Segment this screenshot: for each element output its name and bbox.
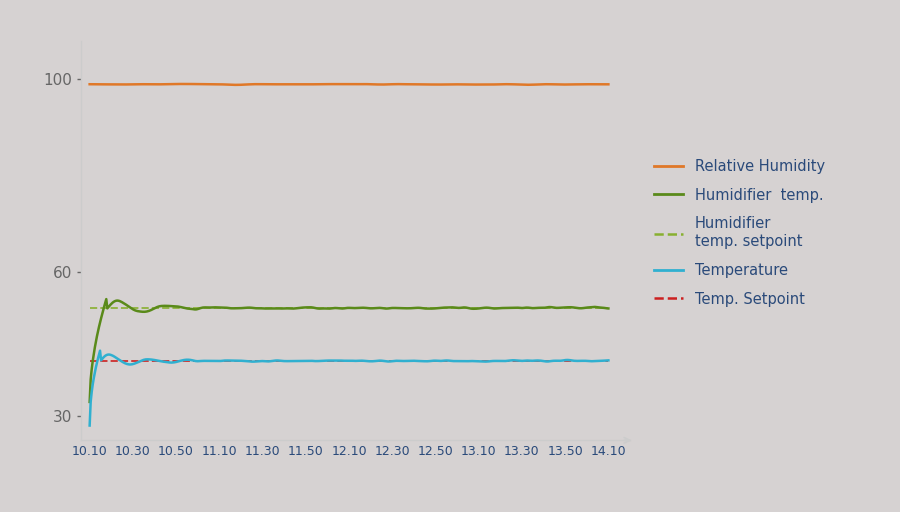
Legend: Relative Humidity, Humidifier  temp., Humidifier
temp. setpoint, Temperature, Te: Relative Humidity, Humidifier temp., Hum… [648,153,831,312]
